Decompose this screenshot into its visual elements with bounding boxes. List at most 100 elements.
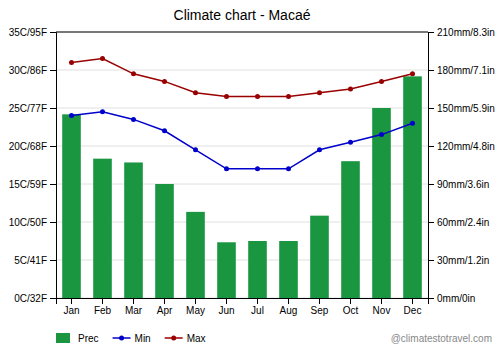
marker xyxy=(286,94,291,99)
tick: Feb xyxy=(94,298,112,316)
tick: Jul xyxy=(251,298,264,316)
tick-mark xyxy=(50,222,56,223)
marker xyxy=(379,132,384,137)
tick: 10C/50F xyxy=(9,217,56,228)
tick-label: 35C/95F xyxy=(9,27,47,38)
tick: 0C/32F xyxy=(14,293,56,304)
tick-label: 25C/77F xyxy=(9,103,47,114)
tick: 60mm/2.4in xyxy=(428,217,489,228)
line-series xyxy=(69,109,415,171)
tick-mark xyxy=(257,298,258,304)
tick-label: Jun xyxy=(218,305,234,316)
y2-axis: 0mm/0in 30mm/1.2in 60mm/2.4in 90mm/3.6in 120… xyxy=(428,27,495,304)
tick-mark xyxy=(288,298,289,304)
tick-label: Jan xyxy=(63,305,79,316)
tick: Jan xyxy=(63,298,79,316)
tick-label: 210mm/8.3in xyxy=(437,27,495,38)
tick-mark xyxy=(71,298,72,304)
tick: Nov xyxy=(373,298,391,316)
legend-marker xyxy=(171,336,176,341)
tick-mark xyxy=(428,32,434,33)
axis-line xyxy=(57,299,429,305)
marker xyxy=(162,79,167,84)
tick: 150mm/5.9in xyxy=(428,103,495,114)
tick-label: 150mm/5.9in xyxy=(437,103,495,114)
marker xyxy=(348,140,353,145)
title: Climate chart - Macaé xyxy=(174,7,311,23)
tick-mark xyxy=(50,260,56,261)
tick-label: Oct xyxy=(343,305,359,316)
line-series xyxy=(69,56,415,99)
tick: 180mm/7.1in xyxy=(428,65,495,76)
legend-item: Max xyxy=(165,333,206,344)
tick-mark xyxy=(428,260,434,261)
axis-line xyxy=(50,33,57,299)
tick-mark xyxy=(428,184,434,185)
annotation: @climatestotravel.com xyxy=(391,333,492,344)
tick-label: 0C/32F xyxy=(14,293,47,304)
line xyxy=(72,59,413,97)
tick-label: 15C/59F xyxy=(9,179,47,190)
x-axis: Jan Feb Mar Apr May Jun Jul Aug Sep Oct Nov Dec xyxy=(57,298,429,316)
tick: 15C/59F xyxy=(9,179,56,190)
tick-mark xyxy=(50,70,56,71)
bar xyxy=(279,241,298,298)
tick: Jun xyxy=(218,298,234,316)
tick: 5C/41F xyxy=(14,255,56,266)
bar xyxy=(62,114,81,298)
marker xyxy=(348,87,353,92)
tick-mark xyxy=(350,298,351,304)
tick-label: 10C/50F xyxy=(9,217,47,228)
tick: Mar xyxy=(125,298,143,316)
tick: 35C/95F xyxy=(9,27,56,38)
marker xyxy=(131,117,136,122)
tick: 30C/86F xyxy=(9,65,56,76)
marker xyxy=(255,166,260,171)
marker xyxy=(224,166,229,171)
marker xyxy=(410,71,415,76)
bar xyxy=(217,242,236,298)
tick-mark xyxy=(428,108,434,109)
chart: Jan Feb Mar Apr May Jun Jul Aug Sep Oct Nov Dec 0C/3… xyxy=(0,0,500,350)
marker xyxy=(317,90,322,95)
tick: 25C/77F xyxy=(9,103,56,114)
line xyxy=(72,112,413,169)
bar xyxy=(248,241,267,298)
marker xyxy=(162,128,167,133)
tick-label: 60mm/2.4in xyxy=(437,217,489,228)
y-axis: 0C/32F 5C/41F 10C/50F 15C/59F 20C/68F 25C/77F… xyxy=(9,27,57,304)
bar xyxy=(155,184,174,298)
tick-label: Jul xyxy=(251,305,264,316)
marker xyxy=(379,79,384,84)
tick: Sep xyxy=(311,298,329,316)
grid-line xyxy=(56,70,428,71)
tick-label: 30mm/1.2in xyxy=(437,255,489,266)
tick: 30mm/1.2in xyxy=(428,255,489,266)
marker xyxy=(224,94,229,99)
tick: 0mm/0in xyxy=(428,293,475,304)
tick-mark xyxy=(428,222,434,223)
legend-item: Min xyxy=(113,333,151,344)
bar xyxy=(310,216,329,298)
tick-label: May xyxy=(186,305,205,316)
bar xyxy=(341,161,360,298)
bar xyxy=(124,162,143,298)
tick-label: Aug xyxy=(280,305,298,316)
marker xyxy=(410,121,415,126)
tick-label: 180mm/7.1in xyxy=(437,65,495,76)
marker xyxy=(193,147,198,152)
plot: Jan Feb Mar Apr May Jun Jul Aug Sep Oct Nov Dec 0C/3… xyxy=(9,27,495,316)
tick-label: Dec xyxy=(404,305,422,316)
tick-label: 5C/41F xyxy=(14,255,47,266)
bar-series xyxy=(62,76,422,298)
tick-mark xyxy=(164,298,165,304)
tick-label: 20C/68F xyxy=(9,141,47,152)
tick: Apr xyxy=(157,298,173,316)
bar xyxy=(186,212,205,298)
marker xyxy=(131,71,136,76)
tick-label: Nov xyxy=(373,305,391,316)
tick-label: 120mm/4.8in xyxy=(437,141,495,152)
tick: 90mm/3.6in xyxy=(428,179,489,190)
tick-mark xyxy=(102,298,103,304)
tick-mark xyxy=(50,32,56,33)
